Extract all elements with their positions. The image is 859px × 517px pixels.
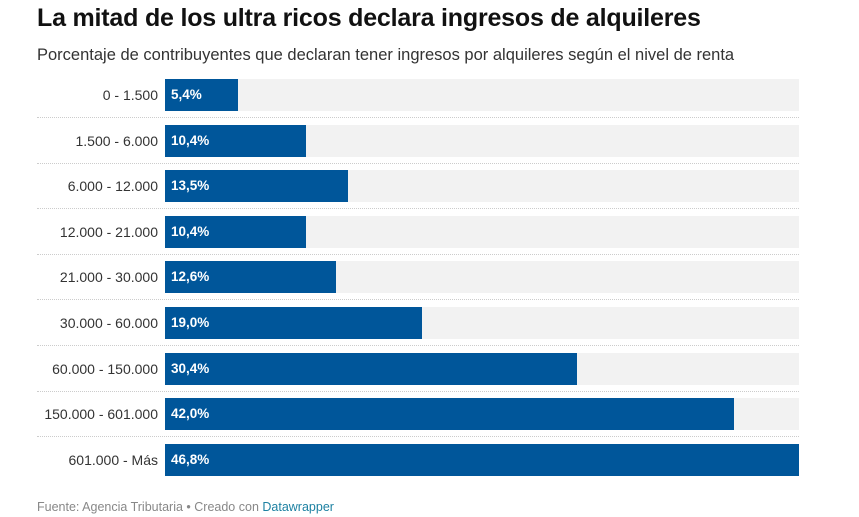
bar-value-label: 13,5% — [171, 178, 210, 194]
row-separator — [37, 254, 799, 255]
bar — [165, 307, 422, 339]
datawrapper-link[interactable]: Datawrapper — [262, 500, 334, 514]
category-label: 1.500 - 6.000 — [75, 132, 158, 149]
bar-value-label: 46,8% — [171, 451, 210, 467]
bar — [165, 398, 734, 431]
chart-title: La mitad de los ultra ricos declara ingr… — [37, 4, 701, 32]
bar-value-label: 30,4% — [171, 360, 210, 376]
row-separator — [37, 117, 799, 118]
row-separator — [37, 208, 799, 209]
category-label: 6.000 - 12.000 — [67, 178, 158, 195]
bar-value-label: 12,6% — [171, 269, 210, 285]
chart-subtitle: Porcentaje de contribuyentes que declara… — [37, 46, 735, 64]
bar — [165, 124, 306, 157]
bar-value-label: 19,0% — [171, 315, 210, 330]
bar — [165, 215, 306, 248]
row-separator — [37, 436, 799, 437]
bar — [165, 443, 799, 476]
category-label: 150.000 - 601.000 — [44, 406, 158, 423]
bar — [165, 352, 577, 385]
row-separator — [37, 345, 799, 346]
bar-value-label: 5,4% — [171, 87, 202, 102]
source-label: Fuente: Agencia Tributaria — [37, 500, 183, 514]
category-label: 21.000 - 30.000 — [59, 269, 158, 286]
category-label: 60.000 - 150.000 — [52, 360, 158, 377]
created-label: Creado con — [194, 500, 263, 514]
category-label: 12.000 - 21.000 — [59, 223, 158, 240]
chart-footer: Fuente: Agencia Tributaria • Creado con … — [37, 500, 334, 514]
bar-value-label: 10,4% — [171, 223, 210, 239]
bar-value-label: 42,0% — [171, 406, 210, 422]
bar — [165, 261, 336, 294]
row-separator — [37, 299, 799, 300]
category-label: 0 - 1.500 — [102, 87, 158, 103]
footer-separator: • — [182, 500, 195, 514]
category-label: 601.000 - Más — [68, 451, 159, 468]
category-label: 30.000 - 60.000 — [59, 315, 158, 331]
bar — [165, 170, 348, 203]
bar-value-label: 10,4% — [171, 132, 210, 148]
row-separator — [37, 391, 799, 392]
row-separator — [37, 163, 799, 164]
bar-background — [165, 79, 799, 111]
bar — [165, 79, 238, 111]
